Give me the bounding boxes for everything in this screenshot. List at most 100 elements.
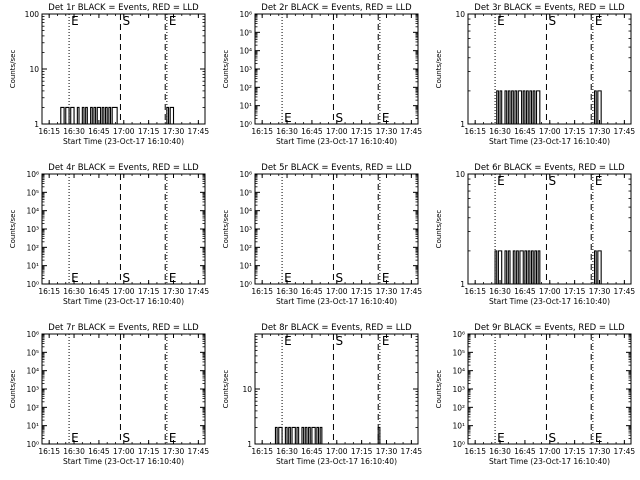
plot-frame (467, 333, 632, 445)
x-axis-label: Start Time (23-Oct-17 16:10:40) (276, 457, 397, 466)
events-trace-segment (377, 426, 384, 445)
y-axis-label: Counts/sec (435, 210, 443, 249)
events-trace-segment (284, 426, 323, 445)
x-axis-label: Start Time (23-Oct-17 16:10:40) (63, 137, 184, 146)
x-tick-label: 16:30 (489, 127, 511, 136)
chart-title: Det 7r BLACK = Events, RED = LLD (48, 323, 199, 333)
x-tick-label: 17:30 (376, 287, 398, 296)
marker-label: E (497, 431, 505, 445)
y-tick-label: 10⁵ (239, 28, 252, 37)
y-axis-label: Counts/sec (222, 210, 230, 249)
y-tick-label: 10⁴ (239, 47, 252, 56)
marker-label: E (71, 271, 79, 285)
chart-title: Det 3r BLACK = Events, RED = LLD (474, 3, 625, 13)
x-tick-label: 17:30 (589, 447, 611, 456)
marker-label: E (71, 431, 79, 445)
x-tick-label: 16:45 (88, 447, 110, 456)
marker-label: E (382, 271, 390, 285)
x-tick-label: 17:45 (188, 127, 210, 136)
y-tick-label: 10⁴ (26, 367, 39, 376)
y-axis-label: Counts/sec (9, 370, 17, 409)
y-tick-label: 10³ (26, 385, 39, 394)
x-axis-label: Start Time (23-Oct-17 16:10:40) (489, 137, 610, 146)
events-trace-segment (60, 106, 118, 125)
x-tick-label: 16:45 (88, 287, 110, 296)
marker-label: E (284, 271, 292, 285)
x-tick-label: 16:30 (63, 287, 85, 296)
marker-label: S (335, 271, 343, 285)
x-tick-label: 17:15 (351, 287, 373, 296)
y-tick-label: 10⁴ (239, 207, 252, 216)
marker-label: E (382, 111, 390, 125)
y-tick-label: 10⁰ (239, 280, 252, 289)
y-tick-label: 1 (460, 120, 465, 129)
y-axis-label: Counts/sec (222, 370, 230, 409)
plot-frame (41, 333, 206, 445)
x-tick-label: 17:15 (564, 127, 586, 136)
y-axis-label: Counts/sec (9, 210, 17, 249)
y-tick-label: 10³ (239, 225, 252, 234)
events-trace-segment (593, 250, 602, 285)
x-tick-label: 17:00 (326, 447, 348, 456)
y-tick-label: 10³ (239, 65, 252, 74)
chart-title: Det 2r BLACK = Events, RED = LLD (261, 3, 412, 13)
x-tick-label: 17:15 (351, 127, 373, 136)
marker-label: E (284, 111, 292, 125)
x-tick-label: 17:30 (163, 447, 185, 456)
events-trace-segment (274, 426, 283, 445)
marker-label: S (335, 334, 343, 348)
y-tick-label: 10² (452, 403, 465, 412)
x-tick-label: 17:15 (564, 287, 586, 296)
x-tick-label: 16:15 (38, 127, 60, 136)
y-tick-label: 10² (239, 243, 252, 252)
x-tick-label: 17:45 (401, 287, 423, 296)
marker-label: S (335, 111, 343, 125)
y-tick-label: 10⁶ (452, 330, 465, 339)
chart-title: Det 5r BLACK = Events, RED = LLD (261, 163, 412, 173)
x-tick-label: 17:15 (138, 287, 160, 296)
marker-label: E (284, 334, 292, 348)
x-axis-label: Start Time (23-Oct-17 16:10:40) (489, 297, 610, 306)
y-axis-label: Counts/sec (9, 50, 17, 89)
x-tick-label: 17:00 (539, 127, 561, 136)
marker-label: E (497, 14, 505, 28)
y-tick-label: 10⁶ (239, 10, 252, 19)
x-tick-label: 16:45 (301, 447, 323, 456)
x-tick-label: 16:45 (301, 127, 323, 136)
y-axis-label: Counts/sec (435, 50, 443, 89)
x-tick-label: 16:30 (276, 127, 298, 136)
y-tick-label: 10 (455, 170, 465, 179)
events-trace-segment (166, 106, 175, 125)
events-trace-segment (496, 90, 541, 125)
y-tick-label: 10¹ (26, 422, 39, 431)
y-tick-label: 10¹ (26, 262, 39, 271)
y-tick-label: 10 (455, 10, 465, 19)
x-tick-label: 17:30 (376, 127, 398, 136)
y-tick-label: 10³ (452, 385, 465, 394)
x-tick-label: 16:45 (301, 287, 323, 296)
marker-label: S (548, 14, 556, 28)
marker-label: E (595, 14, 603, 28)
y-tick-label: 10⁶ (26, 330, 39, 339)
x-axis-label: Start Time (23-Oct-17 16:10:40) (276, 137, 397, 146)
chart-title: Det 1r BLACK = Events, RED = LLD (48, 3, 199, 13)
y-tick-label: 10⁵ (452, 348, 465, 357)
y-tick-label: 10² (26, 403, 39, 412)
y-tick-label: 1 (34, 120, 39, 129)
marker-label: S (122, 271, 130, 285)
y-tick-label: 10³ (26, 225, 39, 234)
marker-label: E (595, 174, 603, 188)
x-tick-label: 16:15 (464, 287, 486, 296)
x-tick-label: 17:45 (614, 127, 636, 136)
x-tick-label: 17:30 (163, 127, 185, 136)
marker-label: E (169, 14, 177, 28)
y-tick-label: 1 (460, 280, 465, 289)
x-tick-label: 17:00 (539, 447, 561, 456)
events-trace-segment (593, 90, 602, 125)
x-tick-label: 16:45 (88, 127, 110, 136)
